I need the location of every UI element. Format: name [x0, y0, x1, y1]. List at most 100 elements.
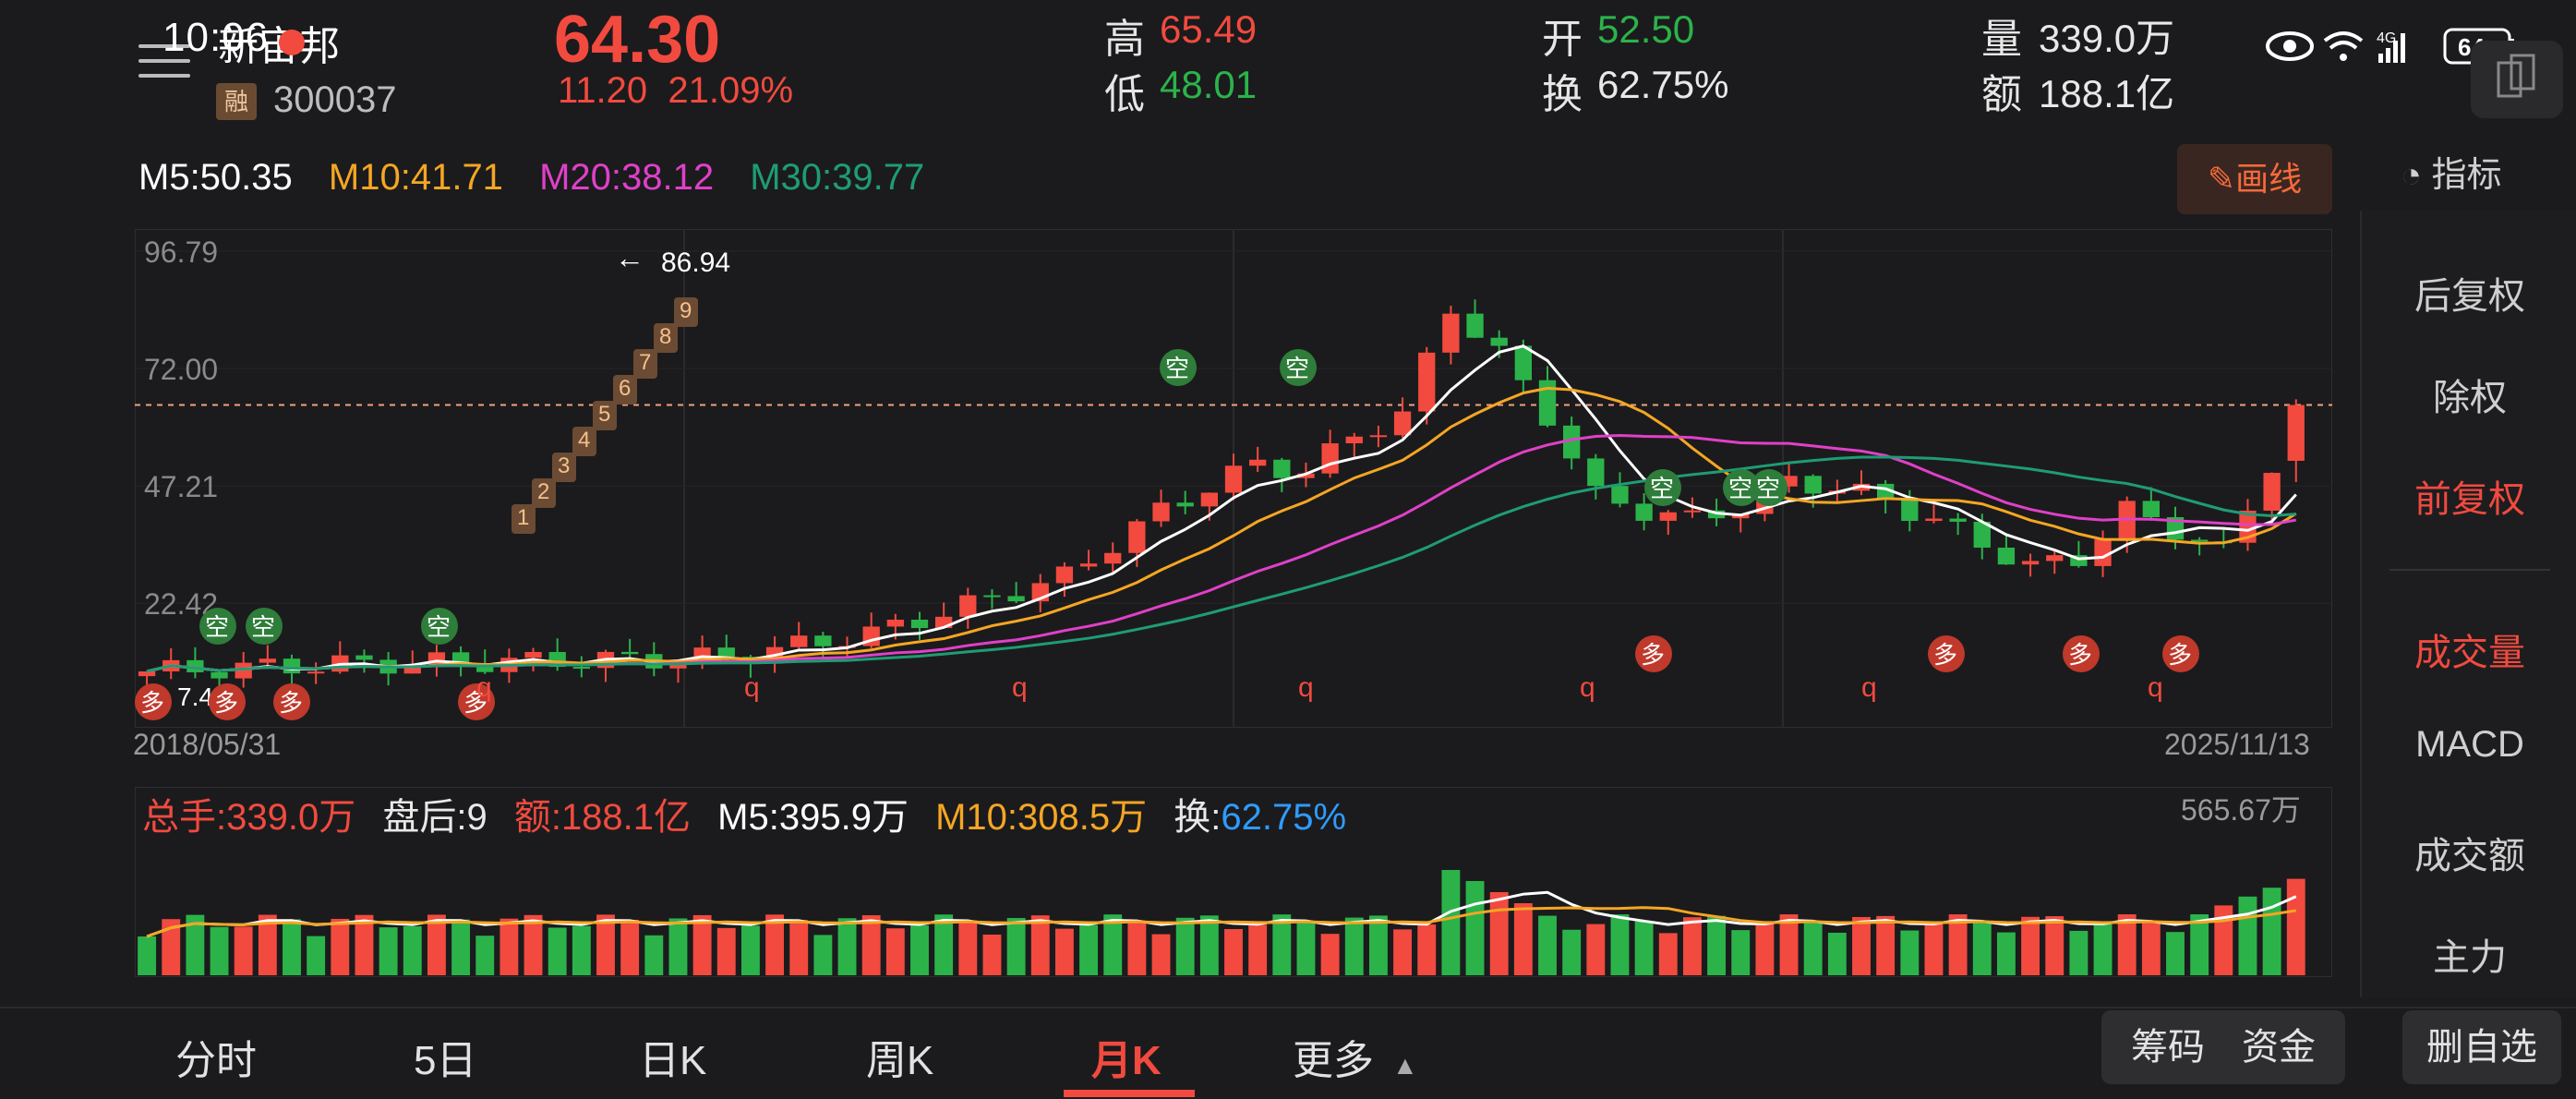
gauge-icon: ◔: [2401, 156, 2422, 195]
tab-5day[interactable]: 5日: [414, 1038, 477, 1083]
candle-body: [1176, 502, 1194, 507]
signal-icon: [2378, 33, 2405, 63]
candle-body: [1973, 521, 1991, 548]
volume-bar: [307, 936, 326, 975]
vol-m5: M5:395.9万: [717, 797, 909, 838]
volume-bar: [210, 926, 229, 975]
candle-body: [524, 651, 542, 658]
last-price: 64.30: [554, 3, 721, 77]
candle-body: [1128, 521, 1146, 553]
td-up-count: 9: [680, 298, 692, 323]
remove-watchlist-button[interactable]: 删自选: [2402, 1010, 2561, 1084]
volume-chart[interactable]: [135, 787, 2332, 977]
ind-mainforce[interactable]: 主力: [2433, 937, 2507, 978]
ind-macd[interactable]: MACD: [2415, 724, 2524, 765]
volume-bar: [1296, 921, 1316, 975]
chips-button[interactable]: 筹码: [2131, 1027, 2205, 1068]
vol-total: 总手:339.0万: [142, 797, 356, 838]
adjust-pre[interactable]: 前复权: [2414, 479, 2525, 520]
adjust-ex[interactable]: 除权: [2433, 378, 2507, 418]
volume-bar: [1368, 915, 1388, 975]
menu-icon[interactable]: [138, 44, 190, 85]
volume-bar: [572, 925, 591, 975]
m20-line: [146, 434, 2297, 673]
draw-line-button[interactable]: ✎画线: [2177, 144, 2332, 214]
volume-bar: [500, 918, 519, 975]
sell-signal-label: 空: [427, 613, 451, 641]
candle-body: [2287, 405, 2305, 461]
volume-bar: [1755, 924, 1775, 975]
eye-icon: [2266, 31, 2314, 61]
volume-bar: [1030, 915, 1050, 975]
volume-bar: [1996, 932, 2016, 975]
date-start: 2018/05/31: [133, 728, 282, 761]
adjust-post[interactable]: 后复权: [2414, 276, 2525, 317]
vol-max: 565.67万: [2181, 793, 2301, 827]
caret-up-icon: ▲: [1392, 1051, 1418, 1080]
td-up-box: [552, 453, 576, 482]
volume-bar: [379, 927, 398, 975]
candle-body: [1949, 518, 1967, 522]
buy-signal-label: 多: [214, 689, 238, 717]
volume-bar: [2238, 896, 2257, 975]
right-panel: 后复权 除权 前复权 成交量 MACD 成交额 主力: [2360, 211, 2576, 997]
td-up-box: [613, 375, 637, 405]
ind-amount[interactable]: 成交额: [2414, 836, 2525, 876]
tab-daily[interactable]: 日K: [639, 1038, 707, 1083]
candle-body: [1393, 411, 1412, 436]
notification-icon: [279, 30, 305, 55]
pencil-icon: ✎: [2207, 160, 2236, 198]
candle-body: [138, 671, 156, 677]
volume-bar: [1393, 929, 1413, 975]
funds-button[interactable]: 资金: [2242, 1027, 2316, 1068]
candle-body: [790, 635, 808, 647]
buy-signal-label: 多: [1933, 641, 1957, 669]
candle-body: [1442, 313, 1460, 353]
td-up-count: 5: [598, 402, 610, 427]
volume-bar: [1972, 922, 1992, 975]
candle-body: [355, 655, 373, 660]
volume-bar: [1538, 915, 1557, 975]
low-value: 48.01: [1160, 63, 1258, 106]
td-up-box: [633, 349, 657, 379]
ma30-label: M30:39.77: [750, 157, 925, 198]
turnover-value: 62.75%: [1597, 63, 1729, 106]
buy-signal-label: 多: [140, 689, 164, 717]
tab-more[interactable]: 更多 ▲: [1293, 1027, 1418, 1086]
date-end: 2025/11/13: [2164, 728, 2310, 761]
sell-signal-icon: [1723, 469, 1760, 506]
volume-bar: [451, 919, 471, 975]
sell-signal-icon: [1280, 349, 1317, 386]
indicator-button[interactable]: ◔ 指标: [2401, 146, 2502, 197]
volume-bar: [789, 920, 809, 975]
vol-turn-value: 62.75%: [1221, 797, 1347, 838]
volume-bar: [524, 914, 543, 975]
volume-bar: [1827, 932, 1847, 975]
volume-bar: [1054, 928, 1074, 975]
m30-line: [146, 455, 2296, 673]
volume-bar: [1562, 929, 1582, 975]
candle-body: [1321, 443, 1339, 474]
volume-label: 量: [1981, 17, 2022, 62]
low-label: 低: [1104, 72, 1145, 117]
volume-bar: [1779, 914, 1799, 975]
amount-label: 额: [1981, 72, 2022, 117]
tab-weekly[interactable]: 周K: [866, 1038, 934, 1083]
high-label: 高: [1104, 17, 1145, 62]
candle-body: [2191, 539, 2209, 542]
margin-badge: 融: [216, 83, 257, 120]
candle-body: [2094, 539, 2112, 566]
sell-signal-icon: [421, 608, 458, 645]
float-window-button[interactable]: [2471, 41, 2563, 118]
volume-bar: [740, 925, 760, 975]
ind-volume[interactable]: 成交量: [2414, 633, 2525, 673]
tab-monthly[interactable]: 月K: [1091, 1038, 1162, 1083]
tab-intraday[interactable]: 分时: [175, 1038, 257, 1083]
q-signal-label: q: [1298, 672, 1314, 703]
kline-chart[interactable]: 96.7972.0047.2122.42←86.94←7.48空空空空空空空空多…: [135, 229, 2332, 728]
q-signal-label: q: [1012, 672, 1028, 703]
network-type: 4G: [2377, 30, 2396, 46]
td-up-box: [674, 297, 698, 327]
sell-signal-label: 空: [1285, 355, 1309, 382]
buy-signal-label: 多: [279, 689, 303, 717]
